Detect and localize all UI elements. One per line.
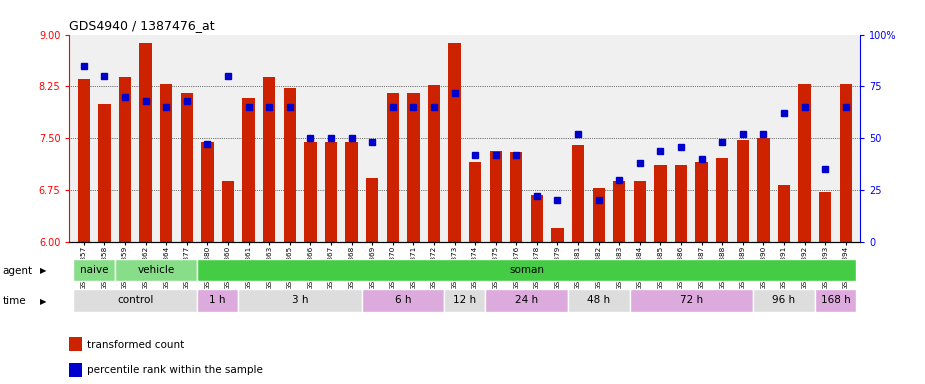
Bar xyxy=(819,192,832,242)
Text: control: control xyxy=(117,295,154,306)
Text: 168 h: 168 h xyxy=(820,295,850,306)
Text: naive: naive xyxy=(80,265,108,275)
Bar xyxy=(407,93,420,242)
Bar xyxy=(140,43,152,242)
Bar xyxy=(427,85,440,242)
Bar xyxy=(716,157,728,242)
Bar xyxy=(325,142,337,242)
Text: percentile rank within the sample: percentile rank within the sample xyxy=(87,366,263,376)
Bar xyxy=(634,181,646,242)
Bar xyxy=(593,188,605,242)
Text: GDS4940 / 1387476_at: GDS4940 / 1387476_at xyxy=(69,19,215,32)
Bar xyxy=(284,88,296,242)
Text: soman: soman xyxy=(509,265,544,275)
Bar xyxy=(572,145,585,242)
Text: 1 h: 1 h xyxy=(209,295,226,306)
Bar xyxy=(222,181,234,242)
Bar xyxy=(242,98,254,242)
Bar xyxy=(366,178,378,242)
Bar xyxy=(840,84,852,242)
Bar xyxy=(239,289,362,312)
Bar xyxy=(115,258,197,281)
Bar xyxy=(736,140,749,242)
Bar xyxy=(197,289,239,312)
Bar xyxy=(69,363,82,377)
Text: 48 h: 48 h xyxy=(587,295,610,306)
Text: ▶: ▶ xyxy=(40,297,46,306)
Bar xyxy=(613,181,625,242)
Bar xyxy=(444,289,486,312)
Bar xyxy=(202,142,214,242)
Bar xyxy=(551,228,563,242)
Bar xyxy=(568,289,630,312)
Text: time: time xyxy=(3,296,27,306)
Bar xyxy=(180,93,193,242)
Text: 12 h: 12 h xyxy=(453,295,476,306)
Bar xyxy=(263,78,276,242)
Bar xyxy=(696,162,708,242)
Bar xyxy=(753,289,815,312)
Bar xyxy=(304,142,316,242)
Bar xyxy=(197,258,857,281)
Text: 24 h: 24 h xyxy=(515,295,538,306)
Bar xyxy=(362,289,444,312)
Bar xyxy=(675,164,687,242)
Text: vehicle: vehicle xyxy=(137,265,175,275)
Bar xyxy=(160,84,172,242)
Bar xyxy=(73,289,197,312)
Text: 72 h: 72 h xyxy=(680,295,703,306)
Bar xyxy=(630,289,753,312)
Bar xyxy=(449,43,461,242)
Bar xyxy=(654,164,667,242)
Bar xyxy=(387,93,399,242)
Bar xyxy=(489,151,502,242)
Bar xyxy=(78,79,90,242)
Bar xyxy=(798,84,811,242)
Text: 3 h: 3 h xyxy=(291,295,308,306)
Text: agent: agent xyxy=(3,266,33,276)
Text: ▶: ▶ xyxy=(40,266,46,275)
Text: transformed count: transformed count xyxy=(87,340,184,350)
Bar xyxy=(118,78,131,242)
Bar xyxy=(778,185,790,242)
Bar xyxy=(73,258,115,281)
Bar xyxy=(345,142,358,242)
Bar xyxy=(486,289,568,312)
Text: 6 h: 6 h xyxy=(395,295,412,306)
Bar xyxy=(469,162,481,242)
Bar xyxy=(758,138,770,242)
Bar xyxy=(69,337,82,351)
Text: 96 h: 96 h xyxy=(772,295,796,306)
Bar xyxy=(531,195,543,242)
Bar xyxy=(815,289,857,312)
Bar xyxy=(98,104,111,242)
Bar xyxy=(510,152,523,242)
